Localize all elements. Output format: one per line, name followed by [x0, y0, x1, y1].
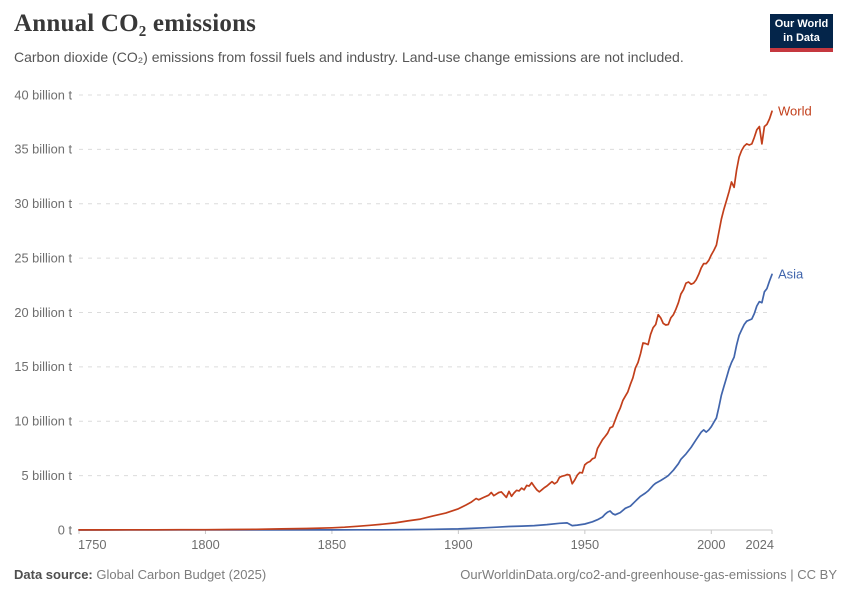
y-axis-label: 30 billion t: [14, 196, 72, 211]
y-axis-label: 25 billion t: [14, 250, 72, 265]
x-axis-label: 1750: [78, 537, 106, 552]
y-axis-label: 15 billion t: [14, 359, 72, 374]
owid-logo-line1: Our World: [774, 18, 829, 30]
chart-footer: Data source: Global Carbon Budget (2025)…: [14, 567, 837, 582]
owid-url-license[interactable]: OurWorldinData.org/co2-and-greenhouse-ga…: [460, 567, 837, 582]
data-source-text: Global Carbon Budget (2025): [96, 567, 267, 582]
data-source-label: Data source:: [14, 567, 93, 582]
series-label-world[interactable]: World: [778, 103, 812, 118]
data-source: Data source: Global Carbon Budget (2025): [14, 567, 266, 582]
series-label-asia[interactable]: Asia: [778, 266, 804, 281]
x-axis-label: 1800: [191, 537, 219, 552]
page-title: Annual CO₂ emissions: [14, 10, 257, 37]
x-axis-label: 2024: [746, 537, 774, 552]
y-axis-label: 0 t: [58, 522, 73, 537]
y-axis-label: 40 billion t: [14, 87, 72, 102]
chart-subtitle: Carbon dioxide (CO₂) emissions from foss…: [14, 49, 684, 65]
series-line-world[interactable]: [78, 110, 773, 531]
x-axis-label: 1850: [318, 537, 346, 552]
owid-logo[interactable]: Our World in Data: [770, 14, 833, 52]
y-axis-label: 5 billion t: [21, 468, 72, 483]
x-axis-label: 1950: [571, 537, 599, 552]
owid-logo-line2: in Data: [783, 31, 820, 44]
y-axis-label: 35 billion t: [14, 142, 72, 157]
x-axis-label: 1900: [444, 537, 472, 552]
x-axis-label: 2000: [697, 537, 725, 552]
series-line-asia[interactable]: [78, 273, 773, 531]
y-axis-label: 20 billion t: [14, 305, 72, 320]
y-axis-label: 10 billion t: [14, 414, 72, 429]
